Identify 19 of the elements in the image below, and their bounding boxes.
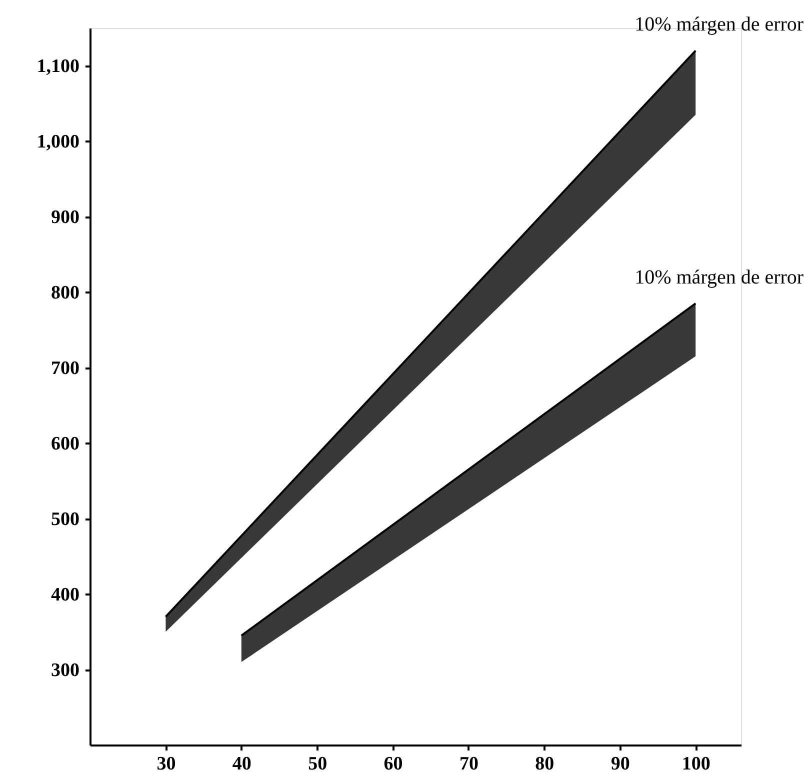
annotation: 10% márgen de error (634, 266, 804, 288)
x-tick-label: 80 (535, 754, 554, 774)
y-tick-label: 400 (51, 584, 80, 606)
y-tick-label: 1,000 (36, 132, 80, 153)
y-tick-label: 800 (51, 282, 80, 304)
x-tick-label: 50 (308, 754, 328, 774)
annotation: 10% márgen de error (634, 14, 804, 36)
y-tick-label: 500 (51, 509, 80, 530)
x-tick-label: 30 (156, 754, 176, 774)
x-tick-label: 100 (682, 754, 710, 774)
y-tick-label: 900 (51, 207, 80, 228)
y-tick-label: 700 (51, 358, 80, 380)
x-tick-label: 90 (610, 754, 630, 774)
y-tick-label: 600 (51, 434, 80, 455)
y-tick-label: 1,100 (36, 56, 80, 78)
x-tick-label: 70 (459, 754, 478, 774)
y-tick-label: 300 (51, 660, 80, 682)
x-tick-label: 40 (232, 754, 252, 774)
x-tick-label: 60 (384, 754, 403, 774)
